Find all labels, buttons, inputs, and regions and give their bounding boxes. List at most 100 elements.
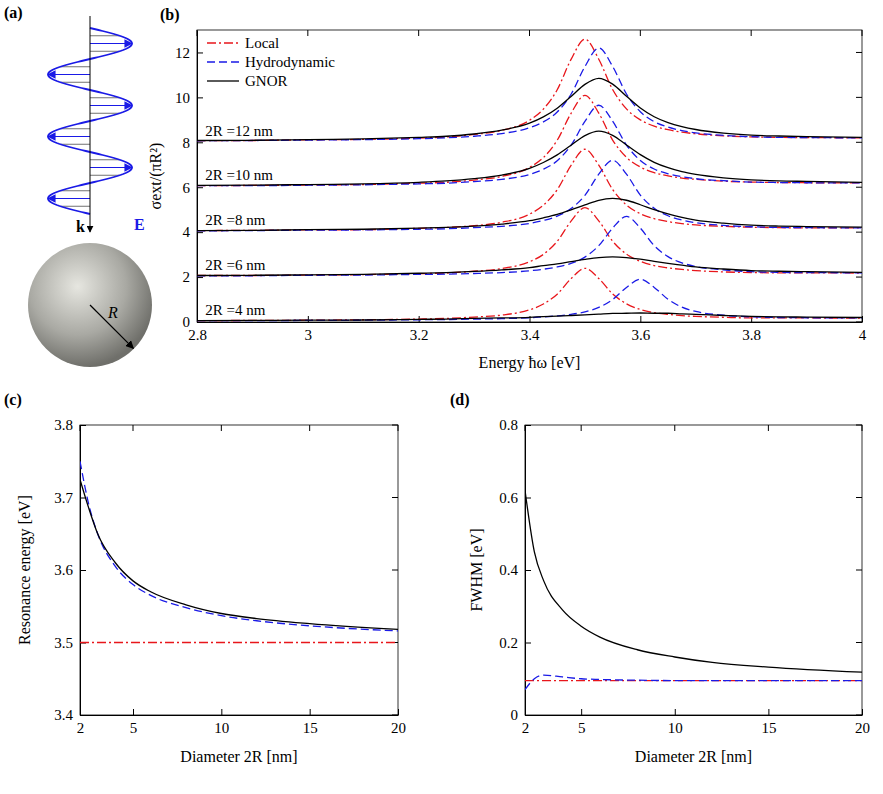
field-arrow <box>48 74 90 75</box>
series-line <box>197 268 862 320</box>
field-arrow <box>90 167 132 168</box>
tick-mark <box>856 187 862 188</box>
tick-mark <box>197 52 203 53</box>
tick: 20 <box>391 709 406 736</box>
y-axis: 00.20.40.60.8 <box>499 417 531 723</box>
tick-mark <box>856 425 862 426</box>
tick-mark <box>398 425 399 431</box>
tick: 2 <box>183 269 204 285</box>
tick-mark <box>197 277 203 278</box>
tick-mark <box>197 97 203 98</box>
tick-label: 15 <box>761 720 776 736</box>
panel-letter: (c) <box>4 391 22 409</box>
tick: 10 <box>668 709 683 736</box>
tick-mark <box>768 709 769 715</box>
tick-mark <box>675 709 676 715</box>
tick-mark <box>856 570 862 571</box>
tick-mark <box>525 643 531 644</box>
tick-mark <box>80 715 86 716</box>
series-line <box>197 208 862 276</box>
tick-mark <box>392 715 398 716</box>
panel: 251015203.43.53.63.73.8Diameter 2R [nm]R… <box>16 417 407 765</box>
field-arrow <box>90 105 132 106</box>
tick-label: 0.6 <box>499 490 518 506</box>
field-line <box>90 159 120 160</box>
tick-mark <box>133 425 134 431</box>
field-line <box>60 190 90 191</box>
series-line <box>197 198 862 230</box>
propagation-axis <box>90 16 91 232</box>
tick: 0.8 <box>499 417 531 433</box>
tick-mark <box>80 425 86 426</box>
tick-mark <box>525 425 526 431</box>
tick-label: 20 <box>391 720 406 736</box>
series-line <box>197 105 862 185</box>
legend-swatch <box>207 42 239 43</box>
tick-mark <box>308 316 309 322</box>
panel-letter: (b) <box>160 6 180 24</box>
tick-mark <box>856 497 862 498</box>
tick: 3.8 <box>742 316 761 343</box>
tick-mark <box>525 570 531 571</box>
axis-line <box>526 715 863 716</box>
tick-label: 5 <box>578 720 586 736</box>
tick-label: 3.7 <box>54 490 73 506</box>
y-axis: 3.43.53.63.73.8 <box>54 417 86 723</box>
figure-svg: kER(a)2.833.23.43.63.840246810122R =12 n… <box>0 0 883 794</box>
axis-line <box>198 322 863 323</box>
tick-label: 8 <box>183 135 191 151</box>
tick-mark <box>856 642 862 643</box>
tick-label: 3.4 <box>521 327 540 343</box>
tick-mark <box>197 232 203 233</box>
annotation: 2R =10 nm <box>205 167 273 183</box>
tick-mark <box>197 187 203 188</box>
tick-label: 3.6 <box>631 327 650 343</box>
field-line <box>60 144 90 145</box>
tick-mark <box>856 97 862 98</box>
panel: 2.833.23.43.63.840246810122R =12 nm2R =1… <box>147 30 867 372</box>
series-line <box>197 313 862 321</box>
plot-area <box>80 461 398 642</box>
annotation: 2R =4 nm <box>205 302 265 318</box>
tick: 12 <box>175 45 203 61</box>
tick-mark <box>751 30 752 36</box>
tick-mark <box>307 30 308 36</box>
series-line <box>197 257 862 276</box>
tick-mark <box>80 570 86 571</box>
x-axis-title: Diameter 2R [nm] <box>180 748 297 765</box>
figure: kER(a)2.833.23.43.63.840246810122R =12 n… <box>0 0 883 794</box>
tick-label: 10 <box>668 720 683 736</box>
tick-label: 12 <box>175 45 190 61</box>
tick-label: 4 <box>183 224 191 240</box>
tick-mark <box>398 709 399 715</box>
field-line <box>90 35 120 36</box>
panel-letter: (d) <box>450 391 470 409</box>
plot-area <box>197 39 862 320</box>
annotation: 2R =8 nm <box>205 212 265 228</box>
tick-mark <box>529 30 530 36</box>
tick: 3.7 <box>54 490 86 506</box>
y-axis-title: FWHM [eV] <box>468 528 485 611</box>
tick-mark <box>197 30 198 36</box>
tick-mark <box>856 52 862 53</box>
series-line <box>197 39 862 141</box>
tick-label: 0 <box>511 707 519 723</box>
series-line <box>80 642 398 643</box>
field-arrow <box>90 43 132 44</box>
tick: 3.4 <box>521 316 540 343</box>
tick-mark <box>674 425 675 431</box>
legend: LocalHydrodynamicGNOR <box>207 35 335 89</box>
diagram: kER <box>28 16 152 367</box>
tick-mark <box>856 322 862 323</box>
tick-label: 3.5 <box>54 635 73 651</box>
legend-label: Local <box>245 35 279 51</box>
tick: 10 <box>175 90 203 106</box>
plot-frame <box>197 30 862 322</box>
panel: 2510152000.20.40.60.8Diameter 2R [nm]FWH… <box>468 417 871 765</box>
tick-mark <box>862 30 863 36</box>
field-line <box>60 206 90 207</box>
tick: 4 <box>859 316 867 343</box>
tick-label: 10 <box>175 90 190 106</box>
tick-mark <box>862 316 863 322</box>
tick: 5 <box>130 709 138 736</box>
